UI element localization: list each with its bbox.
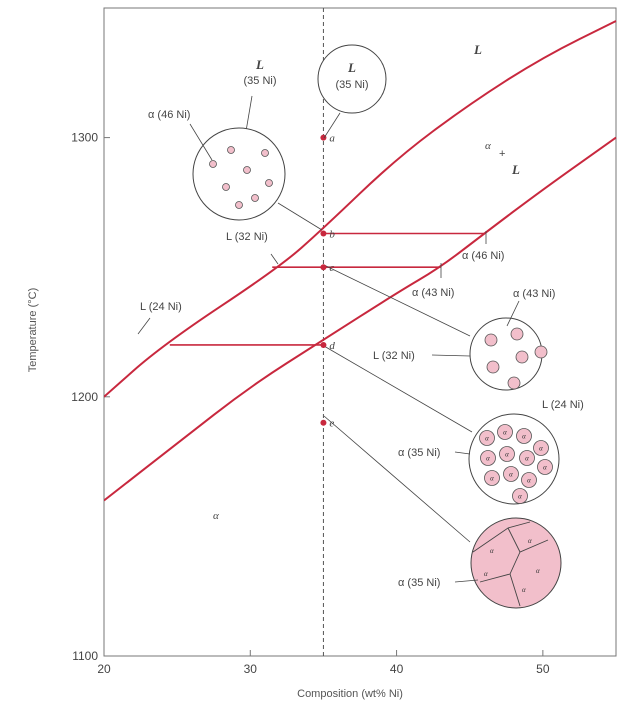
L-32-arrow (431, 354, 471, 357)
alpha-grain-label: α (485, 435, 489, 443)
x-axis-ticks: 20 30 40 50 (97, 650, 550, 676)
y-axis-ticks: 1100 1200 1300 (71, 131, 110, 663)
alpha-grain-label: α (518, 493, 522, 501)
liquid-region-label: L (473, 42, 482, 57)
alpha-grain (533, 440, 549, 456)
alpha-grain (537, 459, 553, 475)
solid-alpha-label: α (213, 510, 219, 522)
alpha-43-tie-label: α (43 Ni) (412, 287, 454, 299)
alpha-43-circle-label: α (43 Ni) (513, 288, 555, 300)
solidus-line (104, 136, 617, 502)
alpha-grain (484, 470, 500, 486)
svg-text:α: α (528, 537, 532, 545)
point-label-a: a (329, 133, 335, 145)
x-tick-label: 40 (390, 662, 404, 676)
alpha-46-label: α (46 Ni) (148, 109, 190, 121)
point-label-e: e (329, 418, 334, 430)
circle-a-phase: L (347, 60, 356, 75)
point-d (320, 341, 327, 348)
alpha-35-e-label: α (35 Ni) (398, 577, 440, 589)
leader-a (323, 112, 341, 139)
svg-text:α: α (522, 586, 526, 594)
alpha-43-arrow (506, 300, 520, 327)
x-axis-title: Composition (wt% Ni) (297, 688, 403, 700)
L-32-circle-label: L (32 Ni) (373, 350, 415, 362)
point-label-c: c (329, 262, 334, 274)
alpha-grain-label: α (505, 451, 509, 459)
y-axis-title: Temperature (°C) (27, 288, 39, 372)
x-tick-label: 20 (97, 662, 111, 676)
alpha-35-d-arrow (454, 451, 471, 455)
L-24-circle-label: L (24 Ni) (542, 399, 584, 411)
microstructure-b (192, 127, 286, 221)
circle-b-top-comp: (35 Ni) (243, 75, 276, 87)
alpha-grain (497, 424, 513, 440)
point-b (320, 230, 327, 237)
alpha-grain (516, 428, 532, 444)
L-24-arrow (137, 317, 151, 335)
plot-frame (103, 7, 617, 657)
L-24-label: L (24 Ni) (140, 301, 182, 313)
alpha-grain (480, 450, 496, 466)
circle-b-top-phase: L (255, 57, 264, 72)
L-32-label: L (32 Ni) (226, 231, 268, 243)
microstructure-a: L (35 Ni) (317, 44, 387, 114)
y-tick-label: 1200 (71, 390, 98, 404)
point-c (320, 264, 327, 271)
x-tick-label: 30 (244, 662, 258, 676)
two-phase-L-label: L (511, 162, 520, 177)
alpha-grain-label: α (539, 445, 543, 453)
alpha-grain (479, 430, 495, 446)
point-label-d: d (329, 340, 335, 352)
svg-text:α: α (490, 547, 494, 555)
y-tick-label: 1300 (71, 131, 98, 145)
leader-lines (243, 95, 487, 543)
alpha-grain-label: α (527, 477, 531, 485)
alpha-grain (521, 472, 537, 488)
alpha-grain-label: α (525, 455, 529, 463)
point-e (320, 419, 327, 426)
two-phase-alpha-label: α (485, 140, 491, 152)
alpha-35-d-label: α (35 Ni) (398, 447, 440, 459)
microstructure-c (469, 317, 548, 391)
circle-a-comp: (35 Ni) (335, 79, 368, 91)
svg-text:α: α (536, 567, 540, 575)
two-phase-plus-label: + (499, 148, 505, 160)
alpha-grain (499, 446, 515, 462)
alpha-grain (512, 488, 528, 504)
point-label-b: b (329, 229, 335, 241)
y-tick-label: 1100 (72, 649, 98, 663)
microstructure-e: α α α α α (470, 517, 562, 609)
alpha-grain-label: α (543, 464, 547, 472)
liquidus-line (104, 20, 617, 398)
alpha-grain-label: α (509, 471, 513, 479)
alpha-grain (503, 466, 519, 482)
alpha-46-tie-label: α (46 Ni) (462, 250, 504, 262)
alpha-grain-label: α (486, 455, 490, 463)
microstructure-d: αα ααα α ααα ααα (468, 413, 560, 505)
svg-text:α: α (484, 570, 488, 578)
x-tick-label: 50 (536, 662, 550, 676)
alpha-46-arrow (189, 123, 213, 161)
alpha-35-e-arrow (454, 579, 479, 583)
alpha-grain-label: α (522, 433, 526, 441)
alpha-grain-label: α (503, 429, 507, 437)
alpha-grain (519, 450, 535, 466)
alpha-grain-label: α (490, 475, 494, 483)
